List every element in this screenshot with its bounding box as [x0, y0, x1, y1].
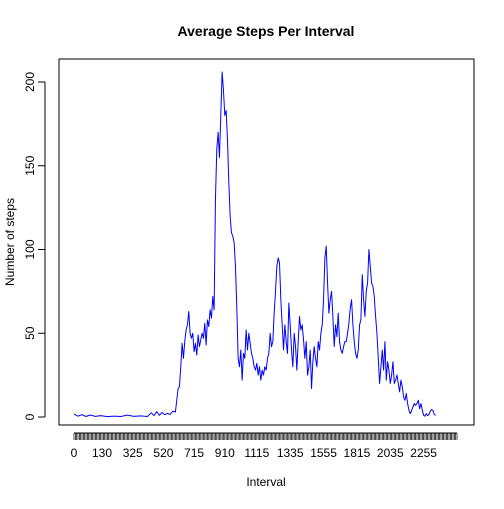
series-line-average-steps — [73, 71, 436, 418]
y-tick-label: 100 — [23, 239, 37, 259]
y-tick-label: 150 — [23, 155, 37, 175]
x-tick-label: 520 — [153, 446, 173, 460]
y-tick-label: 200 — [23, 72, 37, 92]
x-tick-label: 2035 — [377, 446, 404, 460]
series-group — [73, 71, 436, 418]
x-tick-label: 325 — [123, 446, 143, 460]
x-axis-label: Interval — [246, 475, 285, 489]
y-tick-label: 50 — [23, 326, 37, 340]
x-tick-label: 0 — [71, 446, 78, 460]
x-tick-label: 1335 — [277, 446, 304, 460]
x-tick-label: 1815 — [344, 446, 371, 460]
x-tick-label: 1115 — [244, 446, 269, 460]
y-axis-label: Number of steps — [3, 198, 17, 286]
x-tick-label: 715 — [184, 446, 204, 460]
chart-title: Average Steps Per Interval — [178, 23, 355, 39]
x-tick-label: 2255 — [410, 446, 437, 460]
y-tick-label: 0 — [23, 413, 37, 420]
x-tick-label: 1555 — [310, 446, 337, 460]
x-axis: 0 130 325 520 715 910 1115 1335 1555 1815 2035 2255 — [71, 432, 458, 460]
x-tick-label: 910 — [215, 446, 235, 460]
y-axis: 0 50 100 150 200 — [23, 72, 46, 420]
x-tick-label: 130 — [92, 446, 112, 460]
plot-frame — [58, 58, 475, 426]
